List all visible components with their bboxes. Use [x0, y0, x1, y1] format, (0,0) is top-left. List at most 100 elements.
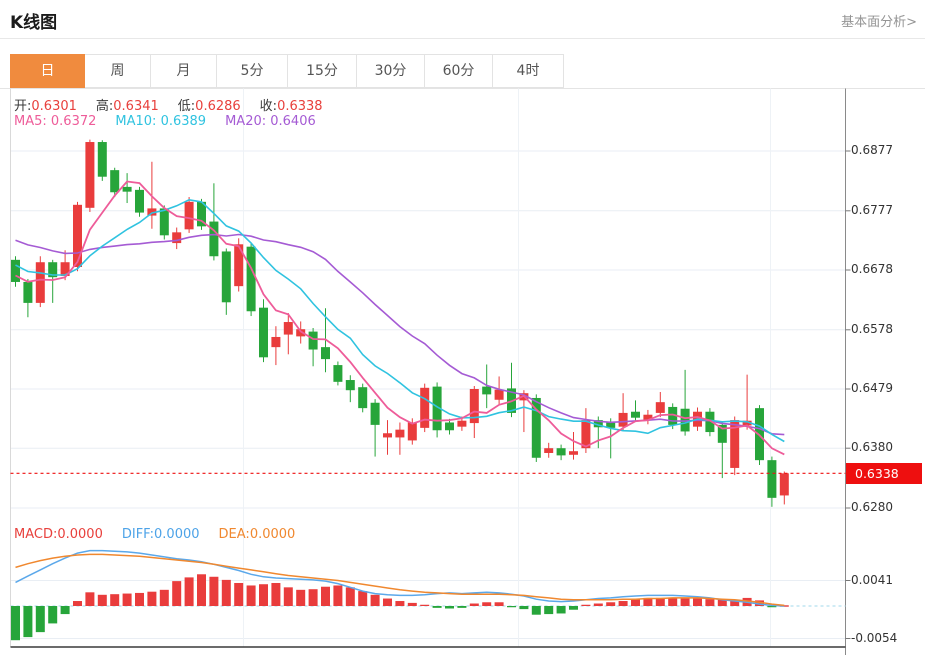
interval-tab-15分[interactable]: 15分 — [287, 54, 357, 88]
macd-bar — [519, 606, 529, 610]
candle-body — [494, 389, 504, 400]
macd-bar — [333, 585, 343, 606]
macd-value: MACD:0.0000 — [14, 527, 103, 542]
candle-body — [122, 186, 132, 192]
macd-bar — [271, 582, 281, 606]
macd-bar — [445, 606, 454, 609]
ma-legend: MA5: 0.6372 MA10: 0.6389 MA20: 0.6406 — [14, 114, 335, 129]
diff-value: DIFF:0.0000 — [121, 527, 200, 542]
ohlc-legend: 开:0.6301 高:0.6341 低:0.6286 收:0.6338 — [14, 95, 342, 114]
macd-bar — [494, 602, 504, 606]
interval-tab-4时[interactable]: 4时 — [492, 54, 564, 88]
interval-tab-日[interactable]: 日 — [10, 54, 85, 88]
ohlc-high: 高:0.6341 — [95, 99, 159, 114]
candle-body — [321, 347, 330, 360]
candle-body — [283, 322, 293, 335]
candle-body — [593, 420, 603, 428]
macd-bar — [544, 606, 554, 615]
candle-body — [581, 420, 591, 449]
macd-bar — [135, 592, 144, 606]
macd-bar — [370, 594, 380, 606]
candle-body — [172, 232, 182, 244]
macd-bar — [606, 602, 616, 606]
price-tick-0.6380: 0.6380 — [851, 440, 893, 455]
macd-bar — [432, 606, 442, 608]
candle-body — [333, 365, 343, 382]
macd-bar — [680, 598, 690, 606]
candle-body — [358, 387, 368, 409]
macd-bar — [159, 589, 169, 606]
candle-body — [246, 246, 256, 312]
candle-body — [705, 411, 715, 433]
macd-bar — [457, 606, 467, 608]
candle-body — [643, 414, 653, 421]
macd-bar — [767, 606, 777, 608]
ma5-legend: MA5: 0.6372 — [14, 114, 97, 129]
price-tick-0.6777: 0.6777 — [851, 202, 893, 217]
macd-bar — [717, 599, 727, 606]
macd-bar — [469, 603, 479, 606]
macd-bar — [296, 589, 306, 606]
candle-body — [259, 307, 268, 358]
macd-bar — [321, 586, 330, 606]
candle-body — [370, 402, 380, 425]
candle-body — [35, 262, 45, 303]
candle-body — [234, 244, 244, 287]
macd-bar — [283, 587, 293, 606]
dea-line — [15, 553, 785, 607]
price-tick-0.6877: 0.6877 — [851, 143, 893, 157]
macd-bar — [85, 592, 95, 606]
candle-body — [544, 448, 554, 453]
macd-bar — [693, 598, 702, 606]
candle-body — [730, 420, 740, 468]
macd-bar — [569, 606, 578, 610]
macd-bar — [73, 601, 82, 606]
macd-bar — [259, 584, 268, 606]
candle-body — [85, 142, 95, 208]
macd-bar — [755, 600, 764, 606]
candle-body — [97, 142, 107, 177]
candle-body — [48, 262, 58, 278]
candle-body — [308, 331, 318, 350]
macd-bar — [618, 601, 628, 606]
macd-bar — [60, 606, 70, 615]
macd-bar — [246, 585, 256, 606]
title-divider — [0, 38, 925, 39]
price-tick-0.6280: 0.6280 — [851, 500, 893, 514]
macd-bar — [531, 606, 541, 615]
candle-body — [668, 406, 678, 425]
macd-bar — [147, 591, 157, 606]
ohlc-close: 收:0.6338 — [259, 99, 323, 114]
macd-bar — [631, 599, 640, 606]
macd-bar — [122, 593, 132, 606]
interval-tab-30分[interactable]: 30分 — [356, 54, 425, 88]
macd-legend: MACD:0.0000 DIFF:0.0000 DEA:0.0000 — [14, 527, 314, 542]
candle-body — [407, 422, 417, 441]
dea-value: DEA:0.0000 — [218, 527, 296, 542]
candle-body — [742, 420, 752, 426]
macd-bar — [221, 579, 231, 606]
macd-bar — [581, 604, 591, 606]
macd-bar — [358, 591, 368, 606]
interval-tab-60分[interactable]: 60分 — [424, 54, 493, 88]
candle-body — [606, 421, 616, 428]
candle-body — [184, 201, 194, 230]
candle-body — [345, 380, 355, 391]
interval-tab-5分[interactable]: 5分 — [216, 54, 288, 88]
page-title: K线图 — [10, 13, 58, 33]
macd-bar — [730, 600, 740, 606]
interval-tab-月[interactable]: 月 — [150, 54, 217, 88]
candle-body — [73, 204, 82, 268]
ma5-line — [15, 180, 785, 456]
price-tick-0.6479: 0.6479 — [851, 381, 893, 395]
fundamental-analysis-link[interactable]: 基本面分析> — [841, 15, 917, 30]
candle-body — [717, 424, 727, 443]
macd-bar — [705, 599, 715, 606]
interval-tab-bar: 日周月 5分 15分 30分 60分 4时 — [10, 54, 564, 88]
candle-body — [296, 329, 306, 337]
candle-body — [135, 189, 144, 213]
ma10-line — [15, 198, 785, 443]
macd-bar — [35, 606, 45, 633]
candle-body — [395, 429, 405, 438]
